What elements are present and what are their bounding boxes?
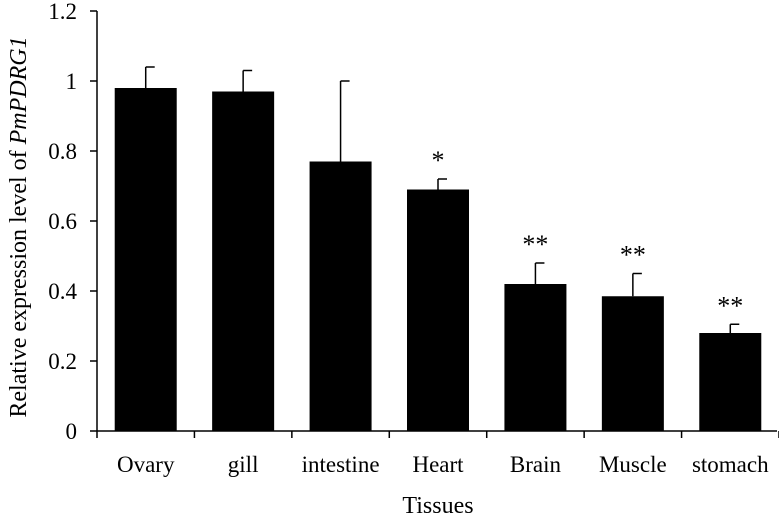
x-category-label: gill: [228, 452, 259, 477]
bar: [212, 91, 275, 431]
y-tick-label: 1.2: [48, 0, 77, 24]
y-tick-label: 1: [66, 69, 78, 94]
bar: [114, 88, 177, 431]
plot-area: 0 0.2 0.4 0.6 0.8 1 1.2 Ovary gill intestine * Hear…: [48, 0, 779, 477]
x-category-label: intestine: [302, 452, 380, 477]
x-category-label: stomach: [692, 452, 769, 477]
significance-marker: **: [717, 291, 743, 320]
x-category-label: Muscle: [599, 452, 667, 477]
y-tick-label: 0.4: [48, 279, 77, 304]
y-tick-label: 0.2: [48, 349, 77, 374]
y-axis-title: Relative expression level of PmPDRG1: [6, 36, 32, 417]
significance-marker: **: [522, 230, 548, 259]
y-tick-label: 0.8: [48, 139, 77, 164]
x-axis-title: Tissues: [402, 493, 473, 519]
bar: [504, 284, 567, 431]
significance-marker: *: [432, 146, 445, 175]
bar: [699, 333, 762, 431]
x-category-label: Brain: [510, 452, 562, 477]
bar: [407, 189, 469, 431]
y-axis-title-prefix: Relative expression level of: [6, 144, 32, 417]
y-tick-label: 0.6: [48, 209, 77, 234]
y-axis-title-gene: PmPDRG1: [6, 36, 32, 145]
bar: [309, 161, 372, 431]
significance-marker: **: [620, 241, 646, 270]
y-tick-label: 0: [66, 419, 78, 444]
x-category-label: Heart: [412, 452, 464, 477]
bar: [601, 296, 664, 431]
x-category-label: Ovary: [117, 452, 175, 477]
y-axis-title-text: Relative expression level of PmPDRG1: [6, 36, 32, 417]
